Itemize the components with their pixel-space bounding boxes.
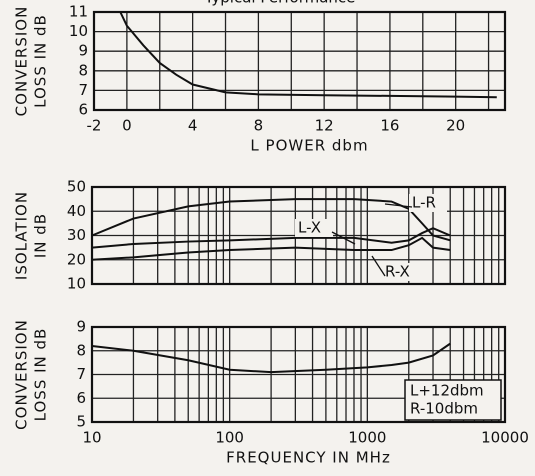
- x-tick-label: 10000: [481, 429, 529, 447]
- x-tick-label: 0: [122, 117, 132, 135]
- x-tick-label: 16: [380, 117, 399, 135]
- series-label-bg: [409, 194, 447, 212]
- x-tick-label: 100: [215, 429, 244, 447]
- y-axis-label: LOSS IN dB: [32, 328, 50, 422]
- chart-title: Typical Performance: [204, 0, 356, 7]
- x-tick-label: 4: [188, 117, 198, 135]
- y-tick-label: 50: [67, 178, 86, 196]
- y-tick-label: 30: [67, 226, 86, 244]
- x-tick-label: 20: [446, 117, 465, 135]
- annotation-box: [404, 379, 502, 421]
- line: [91, 198, 451, 242]
- y-tick-label: 5: [76, 413, 86, 431]
- x-tick-label: 12: [315, 117, 334, 135]
- y-tick-label: 8: [78, 61, 88, 79]
- x-axis-label: L POWER dbm: [250, 137, 368, 155]
- plot-frame: [90, 325, 507, 424]
- series-label: L-R: [412, 194, 436, 212]
- y-axis-label: LOSS IN dB: [32, 14, 50, 108]
- series-label: L-X: [298, 219, 321, 237]
- x-tick-label: -2: [87, 117, 102, 135]
- y-axis-label: CONVERSION: [13, 319, 31, 430]
- y-tick-label: 7: [78, 81, 88, 99]
- y-tick-label: 20: [67, 250, 86, 268]
- y-tick-label: 7: [76, 365, 86, 383]
- leader-line: [371, 255, 386, 277]
- y-tick-label: 9: [78, 42, 88, 60]
- x-tick-label: 10: [82, 429, 101, 447]
- line: [91, 236, 451, 261]
- y-tick-label: 6: [78, 101, 88, 119]
- y-axis-label: ISOLATION: [13, 191, 31, 280]
- y-axis-label: CONVERSION: [13, 6, 31, 117]
- x-axis-label: FREQUENCY IN MHz: [226, 449, 391, 467]
- y-axis-label: IN dB: [32, 213, 50, 258]
- line: [91, 342, 451, 374]
- y-tick-label: 10: [69, 22, 88, 40]
- y-tick-label: 10: [67, 275, 86, 293]
- series-label-bg: [382, 263, 420, 281]
- series-label: R-X: [385, 263, 410, 281]
- y-tick-label: 8: [76, 341, 86, 359]
- annotation: R-10dbm: [410, 400, 478, 418]
- plot-frame: [92, 10, 507, 112]
- series-label-bg: [295, 219, 333, 237]
- leader-line: [331, 231, 356, 245]
- leader-line: [384, 203, 413, 208]
- line: [91, 227, 451, 249]
- y-tick-label: 9: [76, 318, 86, 336]
- y-tick-label: 11: [69, 3, 88, 21]
- y-tick-label: 6: [76, 389, 86, 407]
- x-tick-label: 1000: [348, 429, 386, 447]
- x-tick-label: 8: [254, 117, 264, 135]
- y-tick-label: 40: [67, 202, 86, 220]
- line: [119, 11, 497, 99]
- annotation: L+12dbm: [410, 382, 484, 400]
